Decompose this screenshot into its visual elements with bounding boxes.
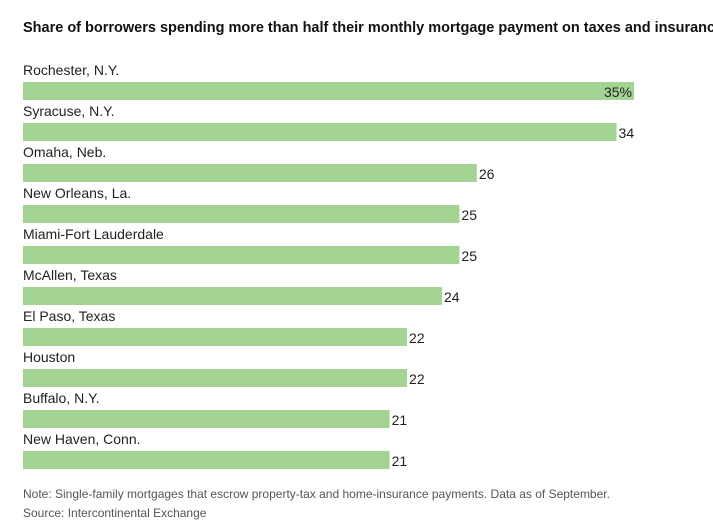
chart-source: Source: Intercontinental Exchange — [23, 506, 207, 520]
category-label: New Haven, Conn. — [23, 431, 141, 447]
value-label: 25 — [461, 207, 477, 223]
bar — [23, 123, 617, 141]
category-label: Syracuse, N.Y. — [23, 103, 115, 119]
category-label: New Orleans, La. — [23, 185, 131, 201]
chart-title: Share of borrowers spending more than ha… — [23, 20, 713, 36]
value-label: 35% — [604, 84, 632, 100]
value-label: 25 — [461, 248, 477, 264]
bar — [23, 164, 477, 182]
bar — [23, 246, 460, 264]
value-label: 22 — [409, 330, 425, 346]
category-label: El Paso, Texas — [23, 308, 115, 324]
bar — [23, 205, 460, 223]
category-label: Miami-Fort Lauderdale — [23, 226, 164, 242]
bar — [23, 328, 408, 346]
bar-chart: Rochester, N.Y. 35% Syracuse, N.Y. 34 Omaha,… — [23, 62, 635, 469]
category-label: Buffalo, N.Y. — [23, 390, 100, 406]
value-label: 26 — [479, 166, 495, 182]
value-label: 22 — [409, 371, 425, 387]
bar — [23, 451, 390, 469]
bar — [23, 287, 442, 305]
chart-note: Note: Single-family mortgages that escro… — [23, 487, 610, 501]
value-label: 21 — [392, 412, 408, 428]
value-label: 34 — [619, 125, 635, 141]
category-label: McAllen, Texas — [23, 267, 117, 283]
category-label: Omaha, Neb. — [23, 144, 106, 160]
category-label: Rochester, N.Y. — [23, 62, 119, 78]
bar — [23, 82, 634, 100]
category-label: Houston — [23, 349, 75, 365]
bar — [23, 410, 390, 428]
value-label: 24 — [444, 289, 460, 305]
bar — [23, 369, 408, 387]
value-label: 21 — [392, 453, 408, 469]
